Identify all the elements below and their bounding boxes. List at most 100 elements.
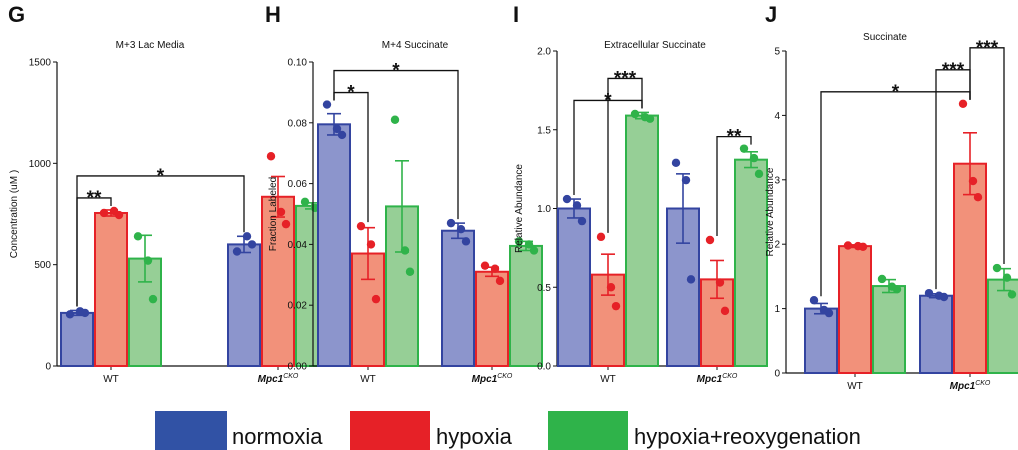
y-tick-label: 1.0 (537, 204, 551, 215)
legend-label-reox: hypoxia+reoxygenation (634, 424, 861, 449)
data-point-reox (754, 169, 764, 179)
data-point-reox (892, 285, 902, 294)
data-point-normoxia (671, 158, 681, 168)
bar-normoxia (441, 229, 475, 367)
data-point-hypoxia (705, 235, 715, 245)
data-point-reox (148, 294, 158, 304)
data-point-hypoxia (495, 276, 505, 286)
chart-title: Succinate (863, 32, 907, 43)
bar-reox (872, 285, 906, 374)
x-tick-label-main: Mpc1 (697, 374, 723, 385)
data-point-hypoxia (114, 210, 124, 220)
significance-bracket (716, 136, 752, 236)
data-point-reox (529, 246, 539, 255)
data-point-hypoxia (371, 294, 381, 304)
significance-label: *** (614, 68, 637, 89)
bar-normoxia (317, 123, 351, 367)
data-point-normoxia (924, 288, 934, 298)
data-point-hypoxia (611, 301, 621, 311)
significance-label: * (392, 61, 400, 82)
legend-label-hypoxia: hypoxia (436, 424, 513, 449)
panel-letter: G (8, 2, 25, 27)
chart-title: Extracellular Succinate (604, 40, 706, 51)
x-tick-label-sup: CKO (497, 373, 513, 380)
x-tick-label: WT (847, 381, 863, 392)
chart-panel-j: J Succinate Relative Abundance 0 1 2 3 4 5 WT Mpc1… (765, 2, 1018, 392)
x-tick-label: WT (360, 374, 376, 385)
bar-reox (509, 244, 543, 367)
data-point-normoxia (446, 218, 456, 228)
chart-panel-i: I Extracellular Succinate Relative Abundan… (513, 2, 768, 385)
data-point-normoxia (242, 232, 252, 241)
significance-label: ** (727, 127, 742, 148)
data-point-reox (877, 274, 887, 284)
data-point-hypoxia (266, 152, 276, 161)
data-point-reox (645, 114, 655, 123)
data-point-hypoxia (858, 242, 868, 251)
y-tick-label: 2 (774, 240, 780, 251)
bar-reox (734, 158, 768, 367)
significance-label: * (892, 82, 900, 103)
y-axis-label: Relative Abundance (514, 164, 525, 253)
legend-label-normoxia: normoxia (232, 424, 323, 449)
significance-bracket (607, 77, 643, 233)
panel-letter: J (765, 2, 777, 27)
y-tick-label: 3 (774, 175, 780, 186)
data-point-reox (739, 144, 749, 153)
data-point-hypoxia (356, 221, 366, 231)
x-tick-label-main: Mpc1 (472, 374, 498, 385)
panel-letter: I (513, 2, 519, 27)
data-point-normoxia (686, 275, 696, 284)
y-tick-label: 0.04 (288, 240, 308, 251)
data-point-normoxia (577, 216, 587, 226)
bar-normoxia (804, 307, 838, 375)
data-point-normoxia (65, 310, 75, 319)
significance-label: *** (942, 60, 965, 81)
data-point-reox (524, 240, 534, 249)
y-tick-label: 0.08 (288, 118, 308, 129)
bar-normoxia (227, 243, 261, 367)
data-point-reox (300, 197, 310, 207)
y-tick-label: 1 (774, 304, 780, 315)
bar-hypoxia (475, 270, 509, 368)
data-point-normoxia (247, 240, 257, 249)
y-tick-label: 5 (774, 47, 780, 58)
chart-panel-h: H M+4 Succinate Fraction Labeled 0.00 0.02 0.… (265, 2, 543, 385)
data-point-reox (514, 237, 524, 246)
data-point-reox (630, 109, 640, 119)
significance-label: * (347, 83, 355, 104)
y-tick-label: 1000 (29, 159, 52, 170)
data-point-normoxia (232, 247, 242, 256)
bar-hypoxia (838, 245, 872, 374)
data-point-reox (133, 232, 143, 241)
y-tick-label: 1500 (29, 58, 52, 69)
data-point-normoxia (809, 296, 819, 305)
data-point-reox (1002, 273, 1012, 282)
chart-title: M+3 Lac Media (116, 40, 185, 51)
x-tick-label-main: Mpc1 (258, 374, 284, 385)
data-point-normoxia (80, 308, 90, 318)
data-point-reox (405, 267, 415, 276)
y-tick-label: 0.0 (537, 362, 551, 373)
chart-panel-g: G M+3 Lac Media Concentration (uM ) 0 500 100… (8, 2, 329, 385)
y-tick-label: 0.06 (288, 179, 308, 190)
data-point-normoxia (456, 225, 466, 234)
significance-label: ** (87, 188, 102, 209)
data-point-normoxia (322, 100, 332, 109)
significance-bracket (333, 69, 459, 220)
y-axis-label: Concentration (uM ) (9, 170, 20, 258)
legend-swatch-hypoxia (350, 411, 430, 450)
data-point-hypoxia (958, 99, 968, 109)
data-point-reox (992, 263, 1002, 273)
data-point-normoxia (337, 130, 347, 140)
data-point-normoxia (681, 175, 691, 185)
y-tick-label: 2.0 (537, 47, 551, 58)
y-tick-label: 0 (45, 362, 51, 373)
y-tick-label: 0.10 (288, 58, 308, 69)
x-tick-label-sup: CKO (283, 373, 299, 380)
bar-reox (625, 114, 659, 367)
legend: normoxia hypoxia hypoxia+reoxygenation (155, 411, 861, 450)
data-point-hypoxia (715, 278, 725, 287)
significance-bracket (76, 175, 245, 307)
chart-title: M+4 Succinate (382, 40, 449, 51)
